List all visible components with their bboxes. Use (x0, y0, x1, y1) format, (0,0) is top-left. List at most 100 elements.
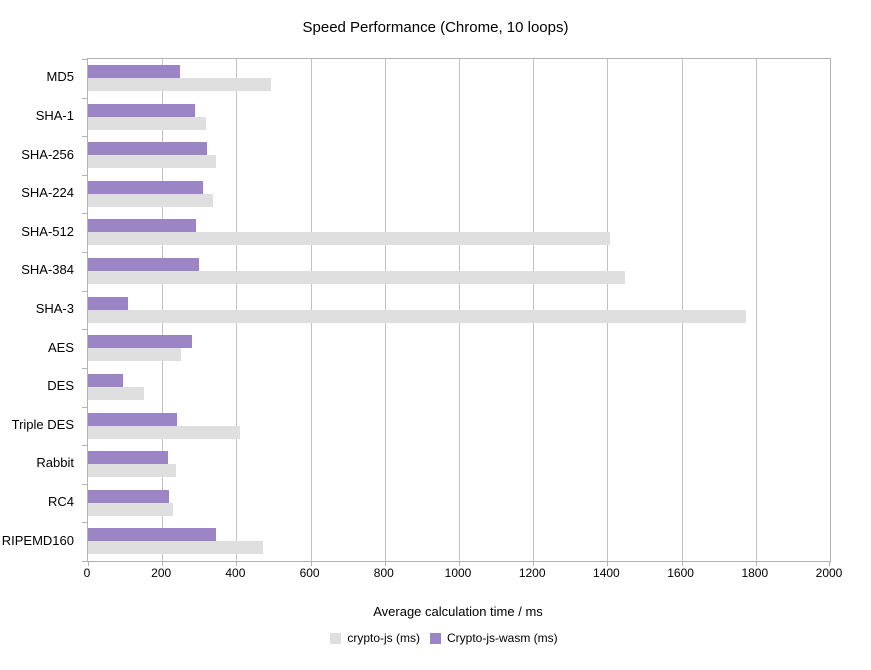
x-tick-label: 1400 (593, 566, 620, 580)
gridline (755, 59, 757, 561)
category-row (88, 59, 830, 98)
category-label: AES (47, 339, 74, 355)
category-row (88, 445, 830, 484)
x-tick-label: 800 (373, 566, 394, 580)
x-axis-tick (459, 561, 460, 566)
category-row (88, 329, 830, 368)
bar-crypto-js-ms (88, 425, 240, 439)
bar-crypto-js-wasm-ms (88, 296, 128, 310)
y-axis-tick (82, 98, 88, 99)
category-row (88, 484, 830, 523)
x-tick-label: 0 (83, 566, 91, 580)
category-label: SHA-384 (21, 262, 74, 278)
bar-crypto-js-ms (88, 232, 611, 246)
bar-crypto-js-ms (88, 348, 182, 362)
legend-label: Crypto-js-wasm (ms) (447, 631, 558, 645)
x-axis-tick (681, 561, 683, 566)
bar-crypto-js-wasm-ms (88, 103, 196, 117)
bar-crypto-js-wasm-ms (88, 219, 196, 233)
y-axis-tick (82, 175, 88, 176)
x-tick-label: 2000 (815, 566, 843, 580)
x-axis-tick (384, 561, 386, 566)
bar-crypto-js-wasm-ms (88, 373, 123, 387)
y-axis-tick (82, 252, 88, 253)
bar-crypto-js-wasm-ms (88, 142, 207, 156)
y-axis-tick (82, 368, 88, 369)
category-row (88, 213, 830, 252)
y-axis-tick (82, 59, 88, 60)
x-tick-label: 1000 (444, 566, 472, 580)
x-axis-tick (310, 561, 312, 566)
legend-label: crypto-js (ms) (347, 631, 420, 645)
y-axis-tick (82, 445, 88, 446)
bar-crypto-js-wasm-ms (88, 65, 180, 78)
y-axis-tick (82, 213, 88, 214)
bar-crypto-js-ms (88, 502, 174, 516)
category-label: RIPEMD160 (1, 532, 74, 548)
x-tick-label: 400 (225, 566, 246, 580)
legend-item-crypto-js-wasm-ms: Crypto-js-wasm (ms) (430, 631, 558, 645)
category-row (88, 175, 830, 214)
x-tick-label: 1200 (518, 566, 546, 580)
bar-crypto-js-ms (88, 386, 145, 400)
y-axis-tick (82, 291, 88, 292)
bar-crypto-js-ms (88, 116, 206, 130)
bar-crypto-js-wasm-ms (88, 451, 168, 465)
bar-crypto-js-wasm-ms (88, 180, 204, 194)
category-label: Rabbit (36, 455, 74, 471)
x-tick-label: 1600 (667, 566, 694, 580)
legend-marker (430, 632, 441, 644)
category-label: SHA-1 (35, 107, 74, 123)
bar-crypto-js-ms (88, 78, 271, 91)
category-row (88, 291, 830, 330)
category-row (88, 522, 830, 561)
category-row (88, 98, 830, 137)
plot-area (82, 58, 831, 566)
x-axis-tick (162, 561, 164, 566)
bar-crypto-js-wasm-ms (88, 489, 170, 503)
bar-crypto-js-wasm-ms (88, 412, 178, 426)
y-axis-tick (82, 522, 88, 523)
category-label: SHA-3 (35, 301, 74, 316)
x-axis-tick (607, 561, 609, 566)
x-tick-labels: 0 200 400 600 800 1000 1200 1400 1600 1800 2000 (83, 566, 843, 582)
category-label: SHA-224 (21, 185, 74, 201)
bar-crypto-js-wasm-ms (88, 335, 192, 349)
legend: crypto-js (ms) Crypto-js-wasm (ms) (0, 631, 871, 645)
x-axis-tick (236, 561, 238, 566)
bar-crypto-js-ms (88, 271, 626, 285)
bar-crypto-js-ms (88, 193, 214, 207)
category-row (88, 252, 830, 291)
y-axis-tick (82, 136, 88, 137)
x-axis-label: Average calculation time / ms (373, 604, 543, 619)
category-row (88, 368, 830, 407)
x-tick-label: 600 (299, 566, 320, 580)
y-axis-tick (82, 561, 88, 562)
category-label: DES (47, 378, 74, 394)
bar-crypto-js-ms (88, 155, 216, 169)
category-label: Triple DES (11, 416, 74, 432)
y-axis-tick (82, 484, 88, 485)
bar-crypto-js-wasm-ms (88, 528, 217, 542)
category-label: SHA-512 (21, 223, 74, 239)
bar-crypto-js-ms (88, 309, 747, 323)
category-label: SHA-256 (21, 146, 74, 162)
x-axis-tick (88, 561, 89, 566)
x-axis-tick (755, 561, 757, 566)
x-axis-tick (829, 561, 830, 566)
category-labels: MD5 SHA-1 SHA-256 SHA-224 SHA-512 SHA-384 SHA-… (0, 58, 80, 560)
category-row (88, 136, 830, 175)
y-axis-tick (82, 407, 88, 408)
category-label: MD5 (46, 69, 74, 85)
legend-item-crypto-js-ms: crypto-js (ms) (330, 631, 420, 645)
chart-title: Speed Performance (Chrome, 10 loops) (302, 19, 569, 36)
bar-crypto-js-ms (88, 541, 264, 555)
x-axis-tick (533, 561, 535, 566)
bar-crypto-js-wasm-ms (88, 258, 200, 272)
x-tick-label: 200 (151, 566, 172, 580)
category-row (88, 407, 830, 446)
bar-crypto-js-ms (88, 464, 176, 478)
x-tick-label: 1800 (741, 566, 769, 580)
category-label: RC4 (47, 494, 74, 510)
